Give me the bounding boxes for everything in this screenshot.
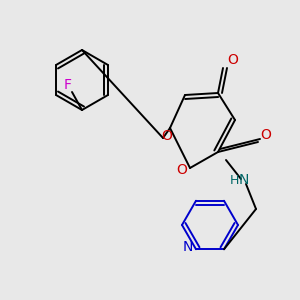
Text: O: O [162,129,172,143]
Text: O: O [177,163,188,177]
Text: O: O [228,53,238,67]
Text: O: O [261,128,272,142]
Text: N: N [183,240,193,254]
Text: H: H [229,173,239,187]
Text: N: N [239,173,249,187]
Text: F: F [64,78,72,92]
